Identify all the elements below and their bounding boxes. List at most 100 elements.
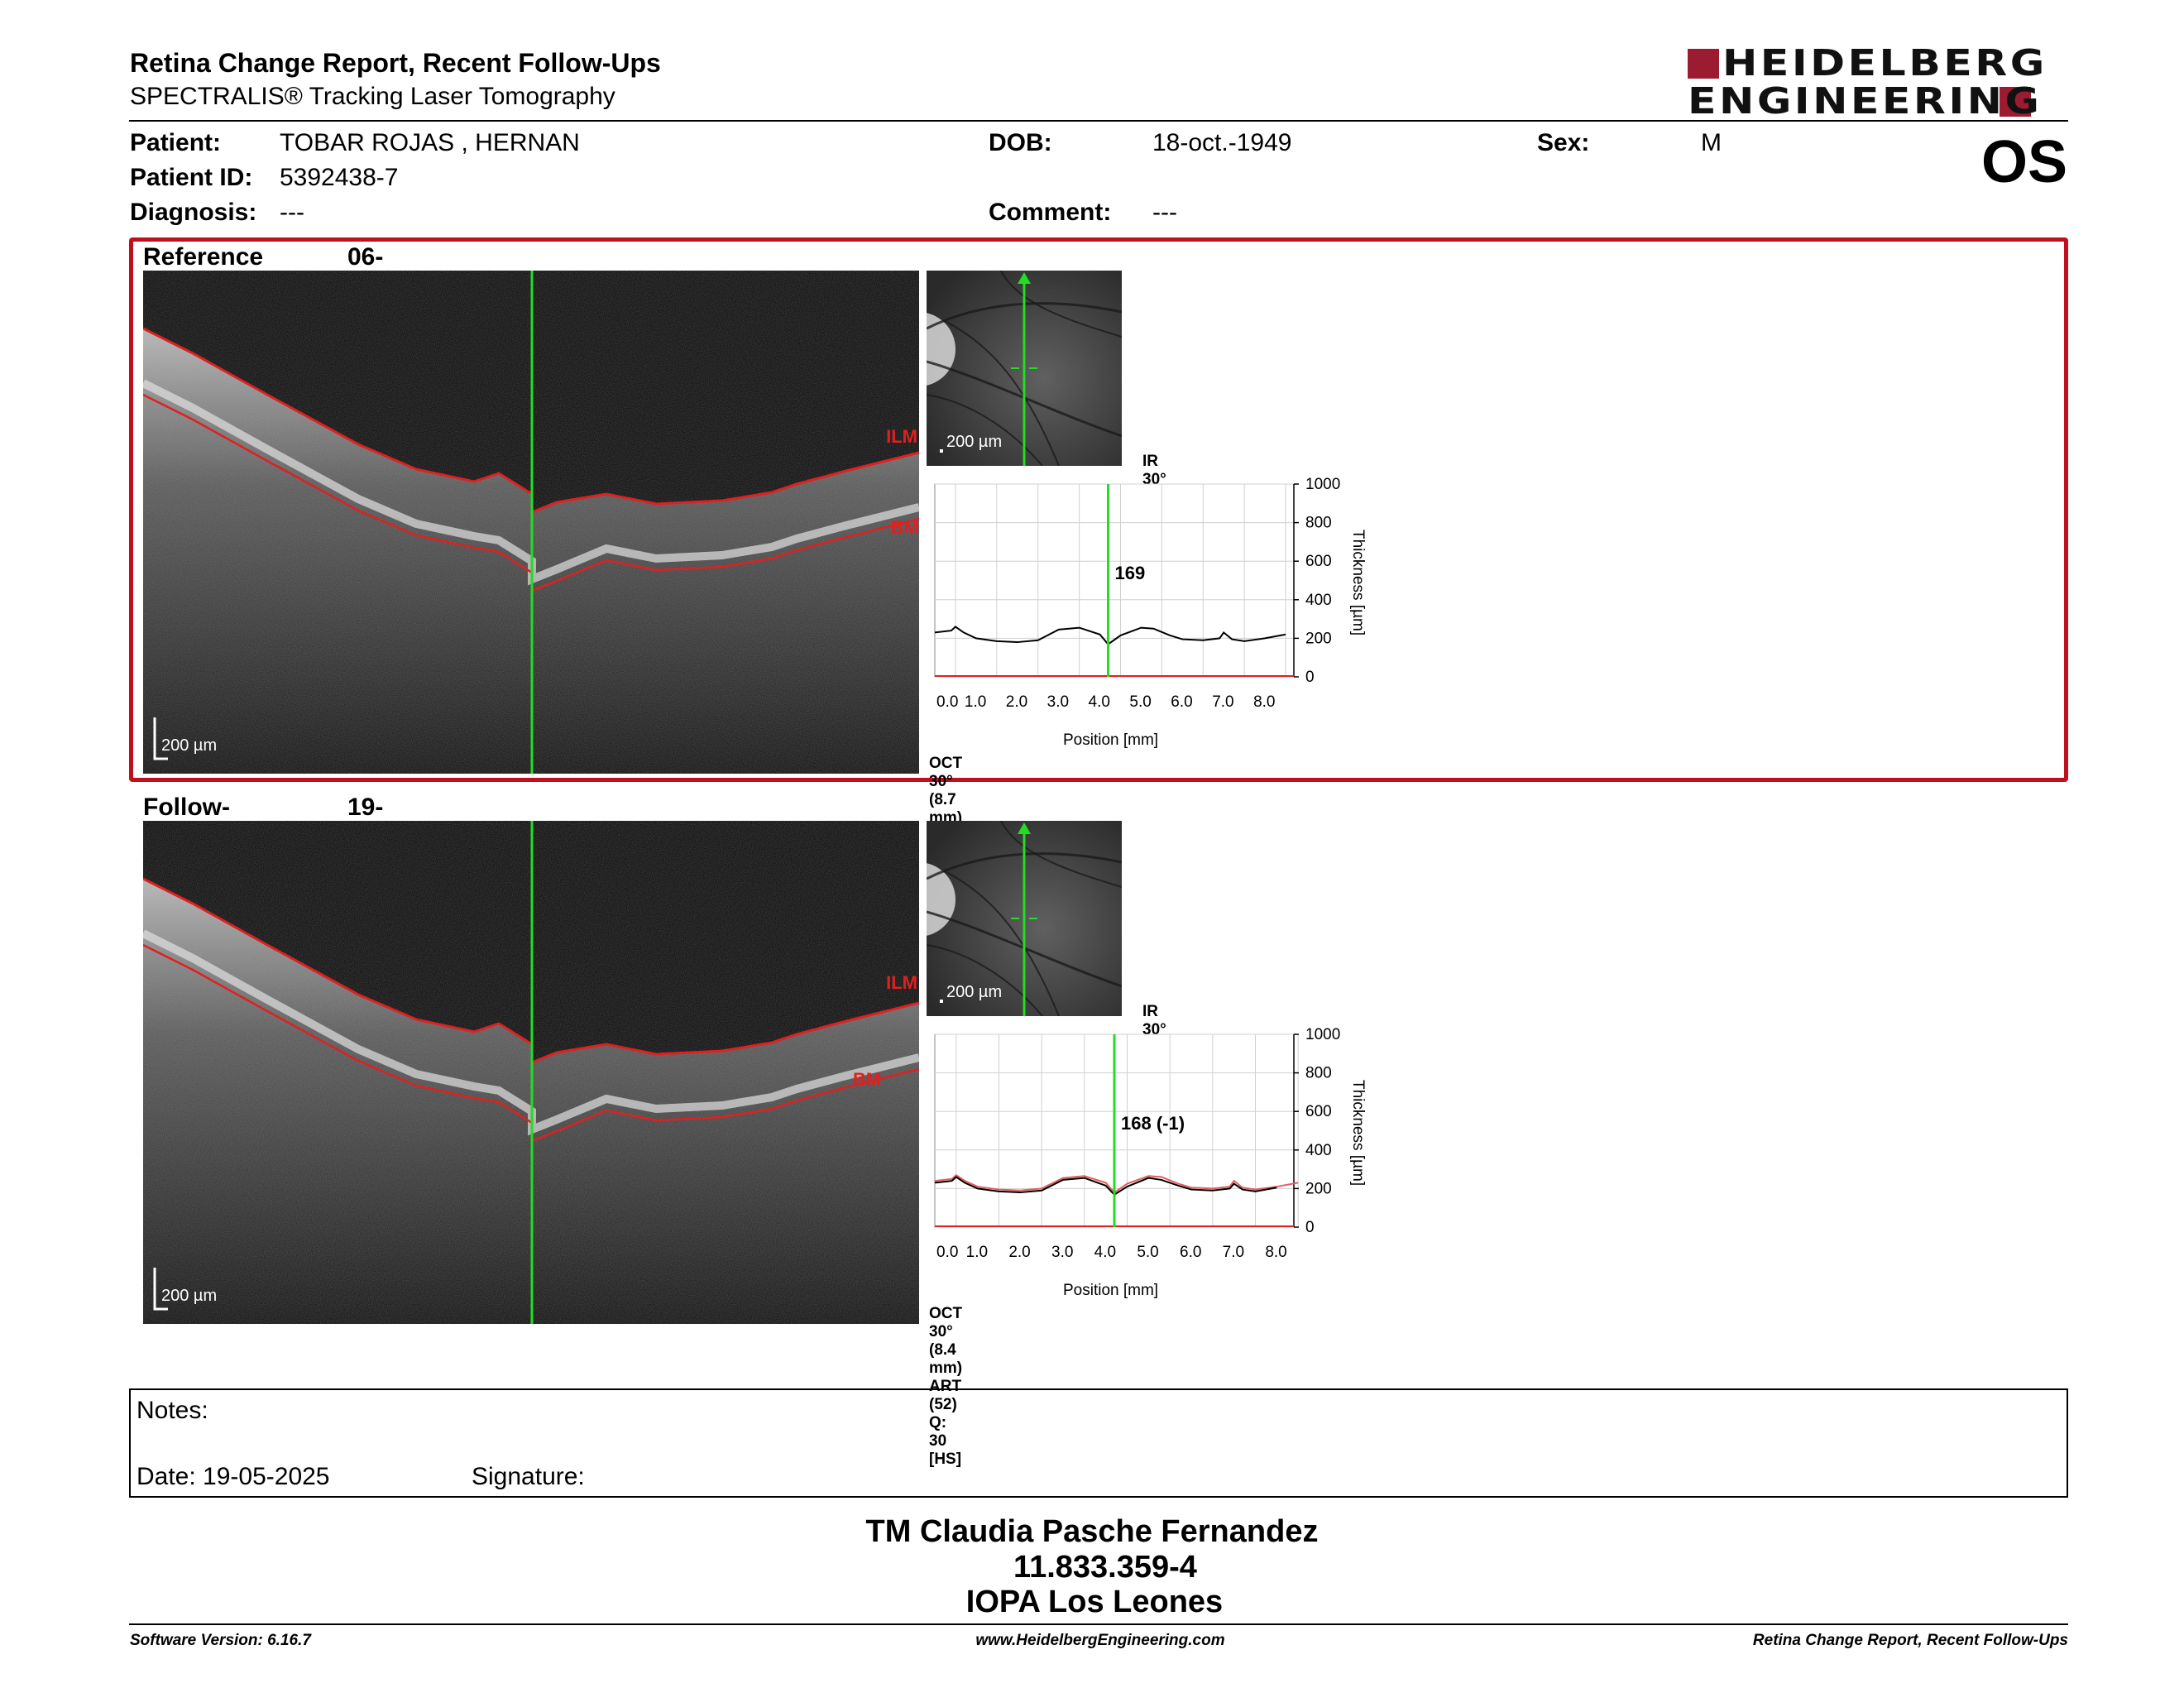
- y-tick-label: 400: [1305, 1142, 1332, 1159]
- oct-bscan-image[interactable]: ILM BM 200 µm: [143, 821, 919, 1324]
- oct-bscan-svg: [143, 271, 919, 774]
- fundus-scale-dot: [940, 449, 943, 453]
- x-tick-label: 7.0: [1212, 693, 1233, 711]
- y-tick-label: 1000: [1305, 1026, 1340, 1043]
- x-tick-label: 7.0: [1223, 1244, 1244, 1261]
- retinal-vessel: [927, 302, 1122, 330]
- patient-id-label: Patient ID:: [130, 164, 253, 191]
- retinal-vessel: [927, 944, 1043, 1016]
- notes-date: Date: 19-05-2025: [136, 1463, 330, 1490]
- x-tick-label: 5.0: [1137, 1244, 1158, 1261]
- patient-id: 5392438-7: [280, 164, 399, 191]
- x-tick-label: 1.0: [965, 693, 986, 711]
- x-tick-label: 8.0: [1253, 693, 1275, 711]
- fovea-crosshair-icon: [1011, 358, 1037, 378]
- y-axis-label: Thickness [µm]: [1349, 1080, 1367, 1186]
- scan-direction-arrow-icon: [1018, 822, 1031, 834]
- marker-thickness-value: 168 (-1): [1121, 1113, 1185, 1134]
- signature-org: IOPA Los Leones: [965, 1585, 1224, 1619]
- notes-label: Notes:: [136, 1397, 208, 1424]
- ilm-label: ILM: [886, 972, 917, 993]
- comment-value: ---: [1152, 199, 1177, 226]
- y-tick-label: 200: [1305, 1180, 1332, 1197]
- y-tick-label: 600: [1305, 553, 1332, 570]
- y-tick-label: 200: [1305, 630, 1332, 647]
- comment-label: Comment:: [989, 199, 1112, 226]
- x-tick-label: 6.0: [1171, 693, 1192, 711]
- y-tick-label: 600: [1305, 1103, 1332, 1120]
- software-version: Software Version: 6.16.7: [130, 1632, 311, 1649]
- dob-label: DOB:: [989, 129, 1052, 156]
- logo-line1: HEIDELBERG: [1722, 42, 2048, 84]
- logo-square-icon: [1688, 49, 1719, 79]
- x-tick-label: 3.0: [1047, 693, 1069, 711]
- y-tick-label: 1000: [1305, 476, 1340, 493]
- retinal-vessel: [927, 852, 1122, 880]
- report-subtitle: SPECTRALIS® Tracking Laser Tomography: [130, 83, 615, 110]
- patient-name: TOBAR ROJAS , HERNAN: [280, 129, 580, 156]
- fundus-ir-image[interactable]: 200 µm: [927, 821, 1122, 1016]
- reference-thickness-line: [934, 1173, 1299, 1194]
- retinal-vessel: [927, 910, 1122, 988]
- diagnosis-value: ---: [280, 199, 304, 226]
- heidelberg-logo: HEIDELBERG ENGINEERING: [1688, 46, 2068, 120]
- footer-divider: [129, 1623, 2068, 1625]
- dob-value: 18-oct.-1949: [1152, 129, 1292, 156]
- x-tick-label: 4.0: [1089, 693, 1110, 711]
- bm-label: BM: [853, 1069, 882, 1090]
- y-tick-label: 800: [1305, 515, 1332, 532]
- eye-laterality: OS: [1981, 129, 2068, 195]
- retinal-vessel: [942, 870, 1060, 1016]
- x-tick-label: 1.0: [966, 1244, 988, 1261]
- thickness-chart: 0 200 400 600 800 1000 0.0 1.0 2.0 3.0 4.0 5.0 6.0 7.…: [918, 473, 1382, 755]
- fundus-scale-label: 200 µm: [946, 433, 1003, 451]
- reference-frame: [129, 237, 2068, 782]
- oct-bscan-image[interactable]: ILM BM 200 µm: [143, 271, 919, 774]
- plot-area: [934, 483, 1295, 678]
- retinal-vessel: [927, 394, 1043, 466]
- oct-scale-label: 200 µm: [161, 736, 218, 755]
- x-tick-label: 5.0: [1129, 693, 1151, 711]
- x-tick-label: 2.0: [1006, 693, 1027, 711]
- fundus-ir-image[interactable]: 200 µm: [927, 271, 1122, 466]
- notes-box: Notes: Date: 19-05-2025 Signature:: [129, 1388, 2068, 1498]
- fundus-scale-label: 200 µm: [946, 983, 1003, 1001]
- section-label: Reference: [143, 243, 264, 271]
- logo-line2: ENGINEERING: [1688, 80, 2043, 122]
- x-tick-label: 4.0: [1094, 1244, 1116, 1261]
- x-tick-label: 0.0: [936, 693, 958, 711]
- oct-scale-label: 200 µm: [161, 1287, 218, 1305]
- website-link[interactable]: www.HeidelbergEngineering.com: [975, 1632, 1225, 1649]
- retinal-vessel: [1000, 271, 1122, 338]
- sex-label: Sex:: [1537, 129, 1590, 156]
- y-tick-label: 0: [1305, 1219, 1315, 1236]
- x-axis-label: Position [mm]: [1063, 731, 1158, 749]
- y-tick-label: 0: [1305, 669, 1315, 686]
- y-tick-label: 800: [1305, 1065, 1332, 1082]
- header-divider: [129, 120, 2068, 122]
- x-axis-label: Position [mm]: [1063, 1282, 1158, 1299]
- oct-bscan-svg: [143, 821, 919, 1324]
- marker-thickness-value: 169: [1115, 563, 1146, 583]
- thickness-chart: 0 200 400 600 800 1000 0.0 1.0 2.0 3.0 4.0 5.0 6.0 7.…: [918, 1024, 1382, 1305]
- retinal-vessel: [927, 360, 1122, 438]
- retinal-vessel: [942, 319, 1060, 466]
- report-title: Retina Change Report, Recent Follow-Ups: [130, 48, 661, 78]
- x-tick-label: 3.0: [1051, 1244, 1073, 1261]
- x-tick-label: 2.0: [1008, 1244, 1030, 1261]
- scan-direction-arrow-icon: [1018, 272, 1031, 284]
- bm-label: BM: [890, 517, 919, 538]
- scale-bar-icon: [153, 717, 168, 760]
- diagnosis-label: Diagnosis:: [130, 199, 257, 226]
- x-tick-label: 6.0: [1180, 1244, 1201, 1261]
- retinal-vessel: [1000, 821, 1122, 888]
- fundus-scale-dot: [940, 1000, 943, 1003]
- x-tick-label: 0.0: [936, 1244, 958, 1261]
- fovea-crosshair-icon: [1011, 909, 1037, 928]
- x-tick-label: 8.0: [1265, 1244, 1286, 1261]
- signature-name: TM Claudia Pasche Fernandez: [865, 1514, 1319, 1549]
- patient-label: Patient:: [130, 129, 222, 156]
- logo-square-icon: [1999, 87, 2031, 117]
- y-axis-label: Thickness [µm]: [1349, 530, 1367, 635]
- thickness-series-line: [934, 626, 1286, 645]
